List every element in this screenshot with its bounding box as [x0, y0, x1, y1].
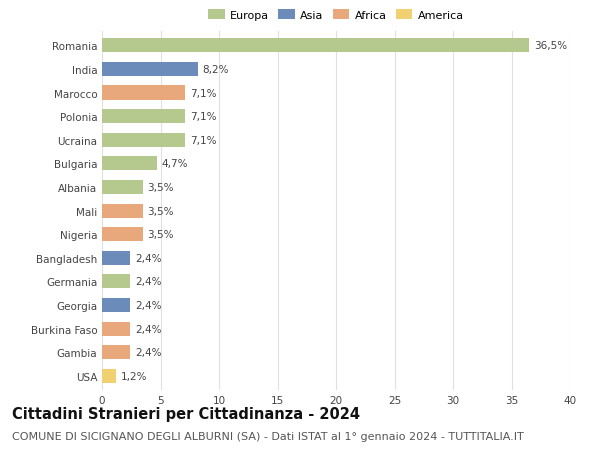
Text: 1,2%: 1,2%: [121, 371, 147, 381]
Text: 2,4%: 2,4%: [135, 277, 161, 287]
Bar: [102, 86, 185, 101]
Bar: [102, 346, 130, 359]
Bar: [102, 369, 116, 383]
Bar: [102, 251, 130, 265]
Text: Cittadini Stranieri per Cittadinanza - 2024: Cittadini Stranieri per Cittadinanza - 2…: [12, 406, 360, 421]
Bar: [102, 298, 130, 313]
Bar: [102, 39, 529, 53]
Bar: [102, 110, 185, 124]
Text: 3,5%: 3,5%: [148, 183, 174, 193]
Text: 7,1%: 7,1%: [190, 89, 216, 98]
Bar: [102, 157, 157, 171]
Text: 3,5%: 3,5%: [148, 230, 174, 240]
Text: 2,4%: 2,4%: [135, 324, 161, 334]
Text: COMUNE DI SICIGNANO DEGLI ALBURNI (SA) - Dati ISTAT al 1° gennaio 2024 - TUTTITA: COMUNE DI SICIGNANO DEGLI ALBURNI (SA) -…: [12, 431, 524, 442]
Text: 36,5%: 36,5%: [534, 41, 567, 51]
Text: 2,4%: 2,4%: [135, 300, 161, 310]
Text: 4,7%: 4,7%: [161, 159, 188, 169]
Bar: [102, 228, 143, 242]
Bar: [102, 180, 143, 195]
Bar: [102, 63, 198, 77]
Text: 2,4%: 2,4%: [135, 253, 161, 263]
Text: 7,1%: 7,1%: [190, 112, 216, 122]
Bar: [102, 275, 130, 289]
Legend: Europa, Asia, Africa, America: Europa, Asia, Africa, America: [206, 8, 466, 23]
Text: 7,1%: 7,1%: [190, 135, 216, 146]
Bar: [102, 322, 130, 336]
Bar: [102, 204, 143, 218]
Text: 2,4%: 2,4%: [135, 347, 161, 358]
Bar: [102, 134, 185, 147]
Text: 8,2%: 8,2%: [203, 65, 229, 75]
Text: 3,5%: 3,5%: [148, 206, 174, 216]
